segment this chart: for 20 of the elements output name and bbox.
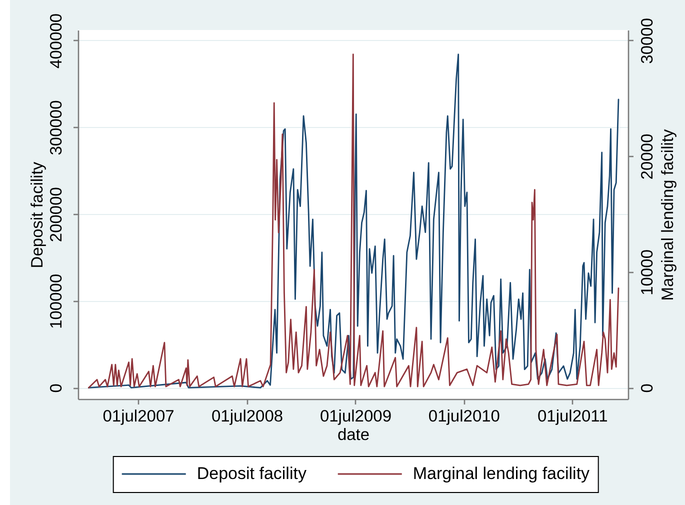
y-tick-label: 100000 [48,274,66,329]
y-tick-label: 0 [48,384,66,393]
x-tick-label: 01jul2007 [102,408,174,426]
y-tick-label: 200000 [48,187,66,242]
x-tick-label: 01jul2008 [211,408,284,426]
y-tick-label: 400000 [48,13,66,68]
y2-tick-label: 30000 [638,18,656,64]
y-axis-title: Deposit facility [28,161,46,268]
x-tick-label: 01jul2010 [428,408,500,426]
legend-label: Marginal lending facility [412,464,590,483]
x-tick-label: 01jul2009 [320,408,392,426]
x-tick-label: 01jul2011 [537,408,608,426]
line-series [88,54,620,388]
legend-label: Deposit facility [196,464,307,483]
y-tick-label: 300000 [48,100,66,156]
y2-tick-label: 0 [638,384,656,393]
y2-tick-label: 20000 [638,134,656,180]
y2-axis-title: Marginal lending facility [659,128,677,301]
y2-tick-label: 10000 [638,250,656,296]
x-axis-title: date [337,426,370,444]
